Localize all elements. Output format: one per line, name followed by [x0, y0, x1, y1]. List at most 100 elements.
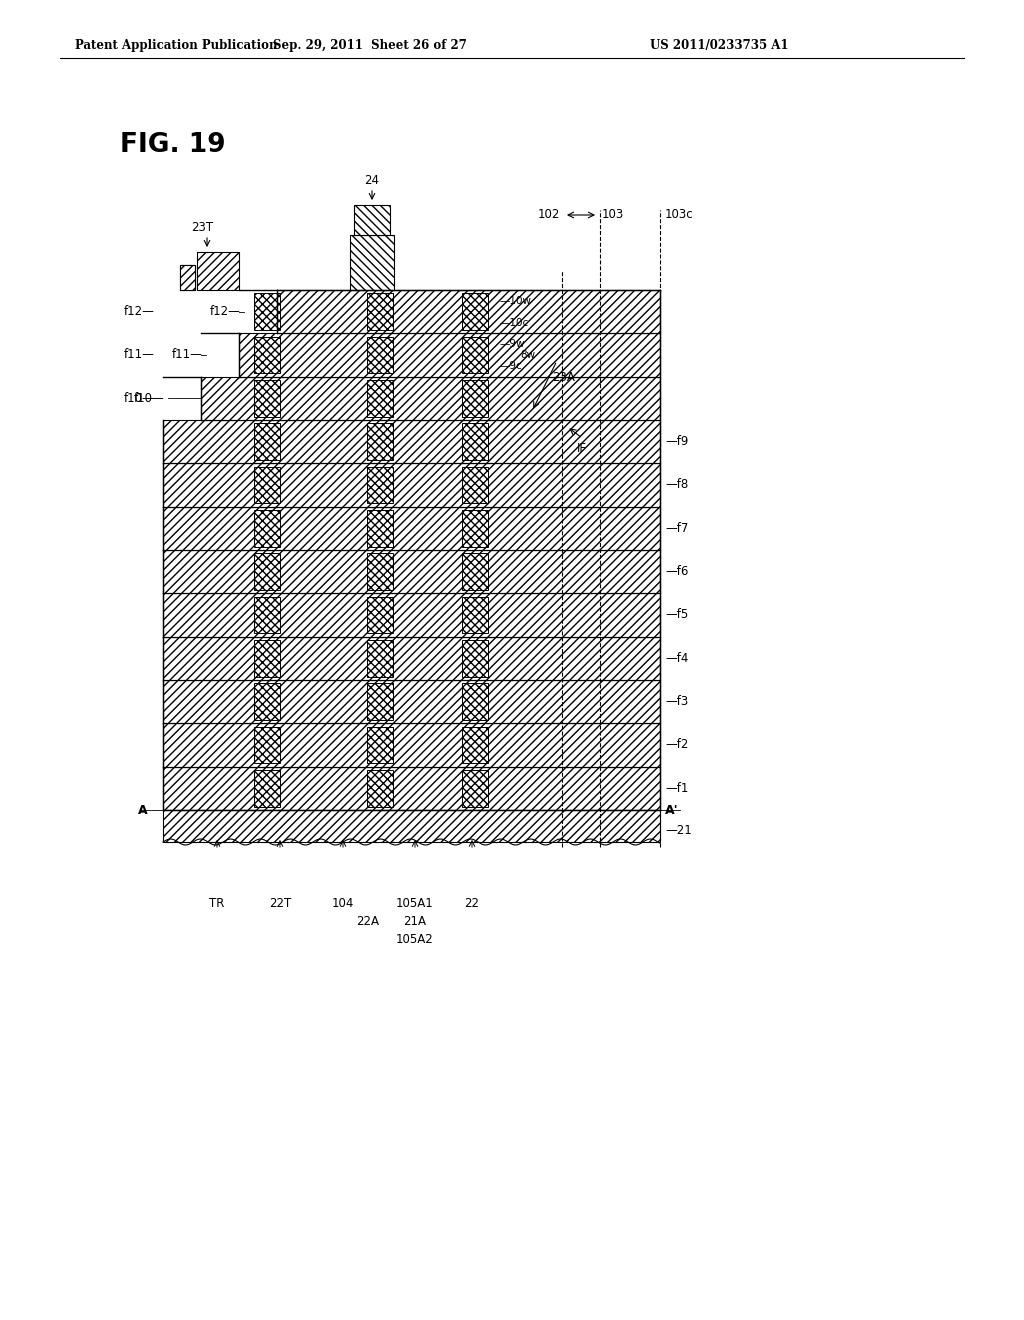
Bar — [367, 337, 393, 374]
Bar — [254, 293, 280, 330]
Bar — [367, 510, 393, 546]
Bar — [367, 640, 393, 677]
Bar — [462, 424, 488, 459]
Bar — [367, 553, 393, 590]
Text: A: A — [138, 804, 148, 817]
Text: f12—: f12— — [124, 305, 155, 318]
Bar — [254, 424, 280, 459]
Text: —21: —21 — [665, 825, 692, 837]
Bar — [254, 553, 280, 590]
Text: FIG. 19: FIG. 19 — [120, 132, 225, 158]
Bar — [367, 337, 393, 374]
Bar — [367, 424, 393, 459]
Text: —9w: —9w — [500, 339, 525, 350]
Bar — [163, 680, 660, 723]
Bar — [163, 593, 660, 636]
Bar — [462, 293, 488, 330]
Bar — [163, 636, 660, 680]
Bar — [462, 727, 488, 763]
Bar — [254, 597, 280, 634]
Bar — [201, 376, 660, 420]
Bar — [367, 467, 393, 503]
Bar — [163, 767, 660, 810]
Bar — [254, 684, 280, 719]
Bar — [163, 810, 660, 842]
Text: 105A2: 105A2 — [396, 933, 434, 946]
Bar — [254, 293, 280, 330]
Bar — [239, 334, 660, 376]
Text: 22A: 22A — [356, 915, 380, 928]
Text: TR: TR — [209, 898, 224, 909]
Bar — [197, 252, 239, 290]
Bar — [163, 420, 660, 463]
Bar — [163, 420, 660, 463]
Bar — [367, 293, 393, 330]
Bar — [462, 553, 488, 590]
Text: —10w: —10w — [500, 296, 532, 306]
Bar — [462, 293, 488, 330]
Bar — [163, 723, 660, 767]
Text: —f6: —f6 — [665, 565, 688, 578]
Bar — [197, 252, 239, 290]
Bar — [163, 767, 660, 810]
Text: —f5: —f5 — [665, 609, 688, 622]
Bar — [462, 770, 488, 807]
Text: f12—: f12— — [210, 305, 241, 318]
Bar — [462, 640, 488, 677]
Bar — [462, 467, 488, 503]
Bar — [350, 235, 394, 290]
Bar — [254, 337, 280, 374]
Bar — [462, 337, 488, 374]
Text: Sep. 29, 2011  Sheet 26 of 27: Sep. 29, 2011 Sheet 26 of 27 — [273, 38, 467, 51]
Bar — [462, 510, 488, 546]
Bar — [163, 723, 660, 767]
Bar — [462, 380, 488, 417]
Bar — [254, 510, 280, 546]
Text: Patent Application Publication: Patent Application Publication — [75, 38, 278, 51]
Text: f11—: f11— — [172, 348, 203, 362]
Bar — [163, 680, 660, 723]
Text: 104: 104 — [332, 898, 354, 909]
Text: —f9: —f9 — [665, 436, 688, 449]
Bar — [180, 265, 195, 290]
Bar — [254, 337, 280, 374]
Bar — [254, 684, 280, 719]
Bar — [367, 770, 393, 807]
Bar — [462, 684, 488, 719]
Bar — [163, 507, 660, 550]
Bar — [462, 597, 488, 634]
Bar — [254, 597, 280, 634]
Bar — [239, 334, 660, 376]
Bar — [462, 640, 488, 677]
Bar — [462, 380, 488, 417]
Bar — [254, 380, 280, 417]
Text: US 2011/0233735 A1: US 2011/0233735 A1 — [650, 38, 788, 51]
Bar — [462, 510, 488, 546]
Text: —f4: —f4 — [665, 652, 688, 665]
Bar — [254, 770, 280, 807]
Bar — [254, 380, 280, 417]
Bar — [350, 235, 394, 290]
Bar — [367, 424, 393, 459]
Bar — [462, 467, 488, 503]
Bar — [278, 290, 660, 334]
Bar — [354, 205, 390, 235]
Bar — [254, 553, 280, 590]
Text: —f1: —f1 — [665, 781, 688, 795]
Text: —9c: —9c — [500, 360, 522, 371]
Bar — [367, 727, 393, 763]
Text: A': A' — [665, 804, 679, 817]
Bar — [367, 380, 393, 417]
Bar — [254, 467, 280, 503]
Bar — [163, 463, 660, 507]
Text: —f8: —f8 — [665, 479, 688, 491]
Text: —f7: —f7 — [665, 521, 688, 535]
Bar — [254, 727, 280, 763]
Text: IF: IF — [577, 441, 587, 454]
Text: 103c: 103c — [665, 209, 693, 222]
Text: —10c: —10c — [500, 318, 529, 327]
Bar — [462, 424, 488, 459]
Bar — [201, 376, 660, 420]
Bar — [367, 597, 393, 634]
Bar — [367, 770, 393, 807]
